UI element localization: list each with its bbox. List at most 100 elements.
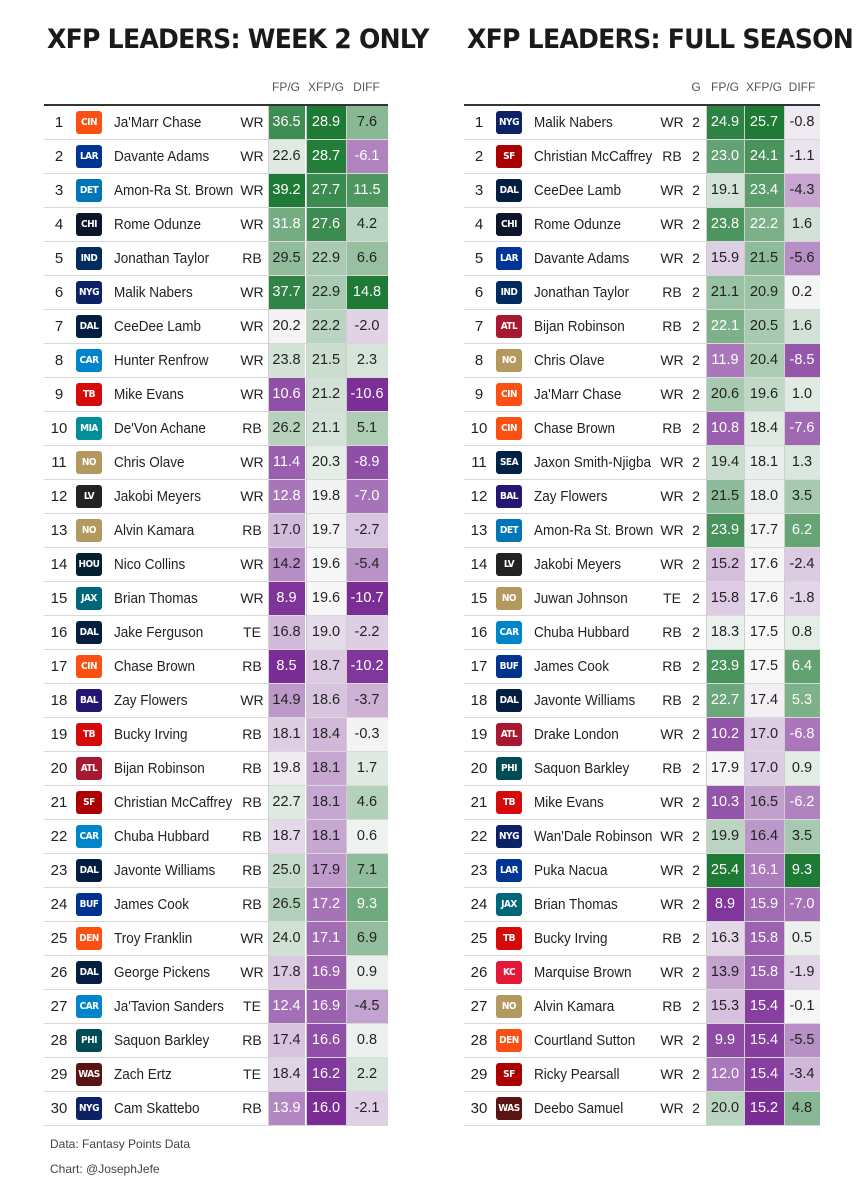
rank-number: 20 bbox=[50, 760, 68, 777]
fp-per-game-cell: 19.9 bbox=[706, 820, 744, 853]
table-row: 6 NYG Malik Nabers WR 37.7 22.9 14.8 bbox=[44, 276, 388, 310]
diff-cell: 0.8 bbox=[784, 616, 820, 649]
team-logo-icon: NYG bbox=[76, 281, 102, 304]
fp-per-game-cell: 23.9 bbox=[706, 514, 744, 547]
table-row: 9 TB Mike Evans WR 10.6 21.2 -10.6 bbox=[44, 378, 388, 412]
team-logo-icon: DEN bbox=[76, 927, 102, 950]
fp-per-game-cell: 25.4 bbox=[706, 854, 744, 887]
player-position: WR bbox=[240, 930, 264, 946]
games-played: 2 bbox=[692, 420, 700, 436]
player-name: CeeDee Lamb bbox=[114, 318, 202, 335]
fp-per-game-cell: 17.8 bbox=[268, 956, 305, 989]
team-logo-icon: SF bbox=[496, 145, 522, 168]
xfp-per-game-cell: 17.7 bbox=[744, 514, 784, 547]
xfp-per-game-cell: 19.6 bbox=[744, 378, 784, 411]
player-position: WR bbox=[660, 182, 684, 198]
fp-per-game-cell: 15.2 bbox=[706, 548, 744, 581]
diff-cell: -7.0 bbox=[346, 480, 388, 513]
table-row: 4 CHI Rome Odunze WR 31.8 27.6 4.2 bbox=[44, 208, 388, 242]
player-name: Rome Odunze bbox=[114, 216, 202, 233]
table-row: 27 NO Alvin Kamara RB 2 15.3 15.4 -0.1 bbox=[464, 990, 820, 1024]
rank-number: 8 bbox=[54, 352, 64, 369]
player-position: RB bbox=[242, 726, 262, 742]
table-row: 24 BUF James Cook RB 26.5 17.2 9.3 bbox=[44, 888, 388, 922]
fp-per-game-cell: 24.9 bbox=[706, 106, 744, 139]
team-logo-icon: CIN bbox=[496, 383, 522, 406]
team-logo-icon: CAR bbox=[496, 621, 522, 644]
diff-cell: -7.0 bbox=[784, 888, 820, 921]
games-played: 2 bbox=[692, 726, 700, 742]
fp-per-game-cell: 10.3 bbox=[706, 786, 744, 819]
fp-per-game-cell: 23.8 bbox=[706, 208, 744, 241]
player-position: WR bbox=[660, 216, 684, 232]
player-name: Bijan Robinson bbox=[534, 318, 625, 335]
rank-number: 17 bbox=[470, 658, 488, 675]
table-row: 11 NO Chris Olave WR 11.4 20.3 -8.9 bbox=[44, 446, 388, 480]
diff-cell: -10.7 bbox=[346, 582, 388, 615]
diff-cell: -0.1 bbox=[784, 990, 820, 1023]
diff-cell: 1.6 bbox=[784, 208, 820, 241]
xfp-per-game-cell: 16.9 bbox=[306, 956, 346, 989]
left-table-title: XFP LEADERS: WEEK 2 ONLY bbox=[47, 24, 429, 55]
diff-cell: 9.3 bbox=[784, 854, 820, 887]
team-logo-icon: LAR bbox=[496, 247, 522, 270]
team-logo-icon: NYG bbox=[76, 1097, 102, 1120]
table-row: 1 NYG Malik Nabers WR 2 24.9 25.7 -0.8 bbox=[464, 106, 820, 140]
fp-per-game-cell: 11.4 bbox=[268, 446, 305, 479]
xfp-per-game-cell: 22.2 bbox=[306, 310, 346, 343]
team-logo-icon: BAL bbox=[496, 485, 522, 508]
xfp-per-game-cell: 20.3 bbox=[306, 446, 346, 479]
team-logo-icon: LV bbox=[76, 485, 102, 508]
player-position: WR bbox=[660, 522, 684, 538]
table-row: 22 NYG Wan'Dale Robinson WR 2 19.9 16.4 3.5 bbox=[464, 820, 820, 854]
diff-cell: 9.3 bbox=[346, 888, 388, 921]
player-position: WR bbox=[660, 488, 684, 504]
team-logo-icon: NO bbox=[496, 587, 522, 610]
team-logo-icon: CAR bbox=[76, 349, 102, 372]
player-position: RB bbox=[662, 692, 682, 708]
team-logo-icon: SF bbox=[76, 791, 102, 814]
header-diff: DIFF bbox=[788, 80, 816, 94]
diff-cell: 4.8 bbox=[784, 1092, 820, 1125]
rank-number: 11 bbox=[471, 454, 487, 471]
diff-cell: -8.5 bbox=[784, 344, 820, 377]
header-games: G bbox=[691, 80, 701, 94]
table-row: 30 NYG Cam Skattebo RB 13.9 16.0 -2.1 bbox=[44, 1092, 388, 1126]
fp-per-game-cell: 31.8 bbox=[268, 208, 305, 241]
games-played: 2 bbox=[692, 488, 700, 504]
xfp-per-game-cell: 19.6 bbox=[306, 548, 346, 581]
diff-cell: 0.9 bbox=[346, 956, 388, 989]
table-row: 30 WAS Deebo Samuel WR 2 20.0 15.2 4.8 bbox=[464, 1092, 820, 1126]
player-name: Jonathan Taylor bbox=[114, 250, 210, 267]
team-logo-icon: NO bbox=[496, 995, 522, 1018]
table-row: 28 PHI Saquon Barkley RB 17.4 16.6 0.8 bbox=[44, 1024, 388, 1058]
table-row: 21 TB Mike Evans WR 2 10.3 16.5 -6.2 bbox=[464, 786, 820, 820]
fp-per-game-cell: 23.8 bbox=[268, 344, 305, 377]
team-logo-icon: DAL bbox=[496, 179, 522, 202]
table-row: 16 DAL Jake Ferguson TE 16.8 19.0 -2.2 bbox=[44, 616, 388, 650]
player-name: Alvin Kamara bbox=[114, 522, 195, 539]
team-logo-icon: DAL bbox=[496, 689, 522, 712]
games-played: 2 bbox=[692, 182, 700, 198]
diff-cell: -1.9 bbox=[784, 956, 820, 989]
games-played: 2 bbox=[692, 896, 700, 912]
player-name: Nico Collins bbox=[114, 556, 186, 573]
table-row: 15 NO Juwan Johnson TE 2 15.8 17.6 -1.8 bbox=[464, 582, 820, 616]
xfp-per-game-cell: 18.4 bbox=[744, 412, 784, 445]
xfp-per-game-cell: 21.5 bbox=[744, 242, 784, 275]
player-name: Javonte Williams bbox=[114, 862, 216, 879]
team-logo-icon: DET bbox=[496, 519, 522, 542]
xfp-per-game-cell: 16.1 bbox=[744, 854, 784, 887]
team-logo-icon: DAL bbox=[76, 859, 102, 882]
diff-cell: -7.6 bbox=[784, 412, 820, 445]
player-name: George Pickens bbox=[114, 964, 211, 981]
games-played: 2 bbox=[692, 930, 700, 946]
fp-per-game-cell: 10.8 bbox=[706, 412, 744, 445]
rank-number: 4 bbox=[54, 216, 64, 233]
rank-number: 24 bbox=[470, 896, 488, 913]
games-played: 2 bbox=[692, 216, 700, 232]
fp-per-game-cell: 22.7 bbox=[706, 684, 744, 717]
team-logo-icon: BAL bbox=[76, 689, 102, 712]
table-row: 13 NO Alvin Kamara RB 17.0 19.7 -2.7 bbox=[44, 514, 388, 548]
rank-number: 24 bbox=[50, 896, 68, 913]
